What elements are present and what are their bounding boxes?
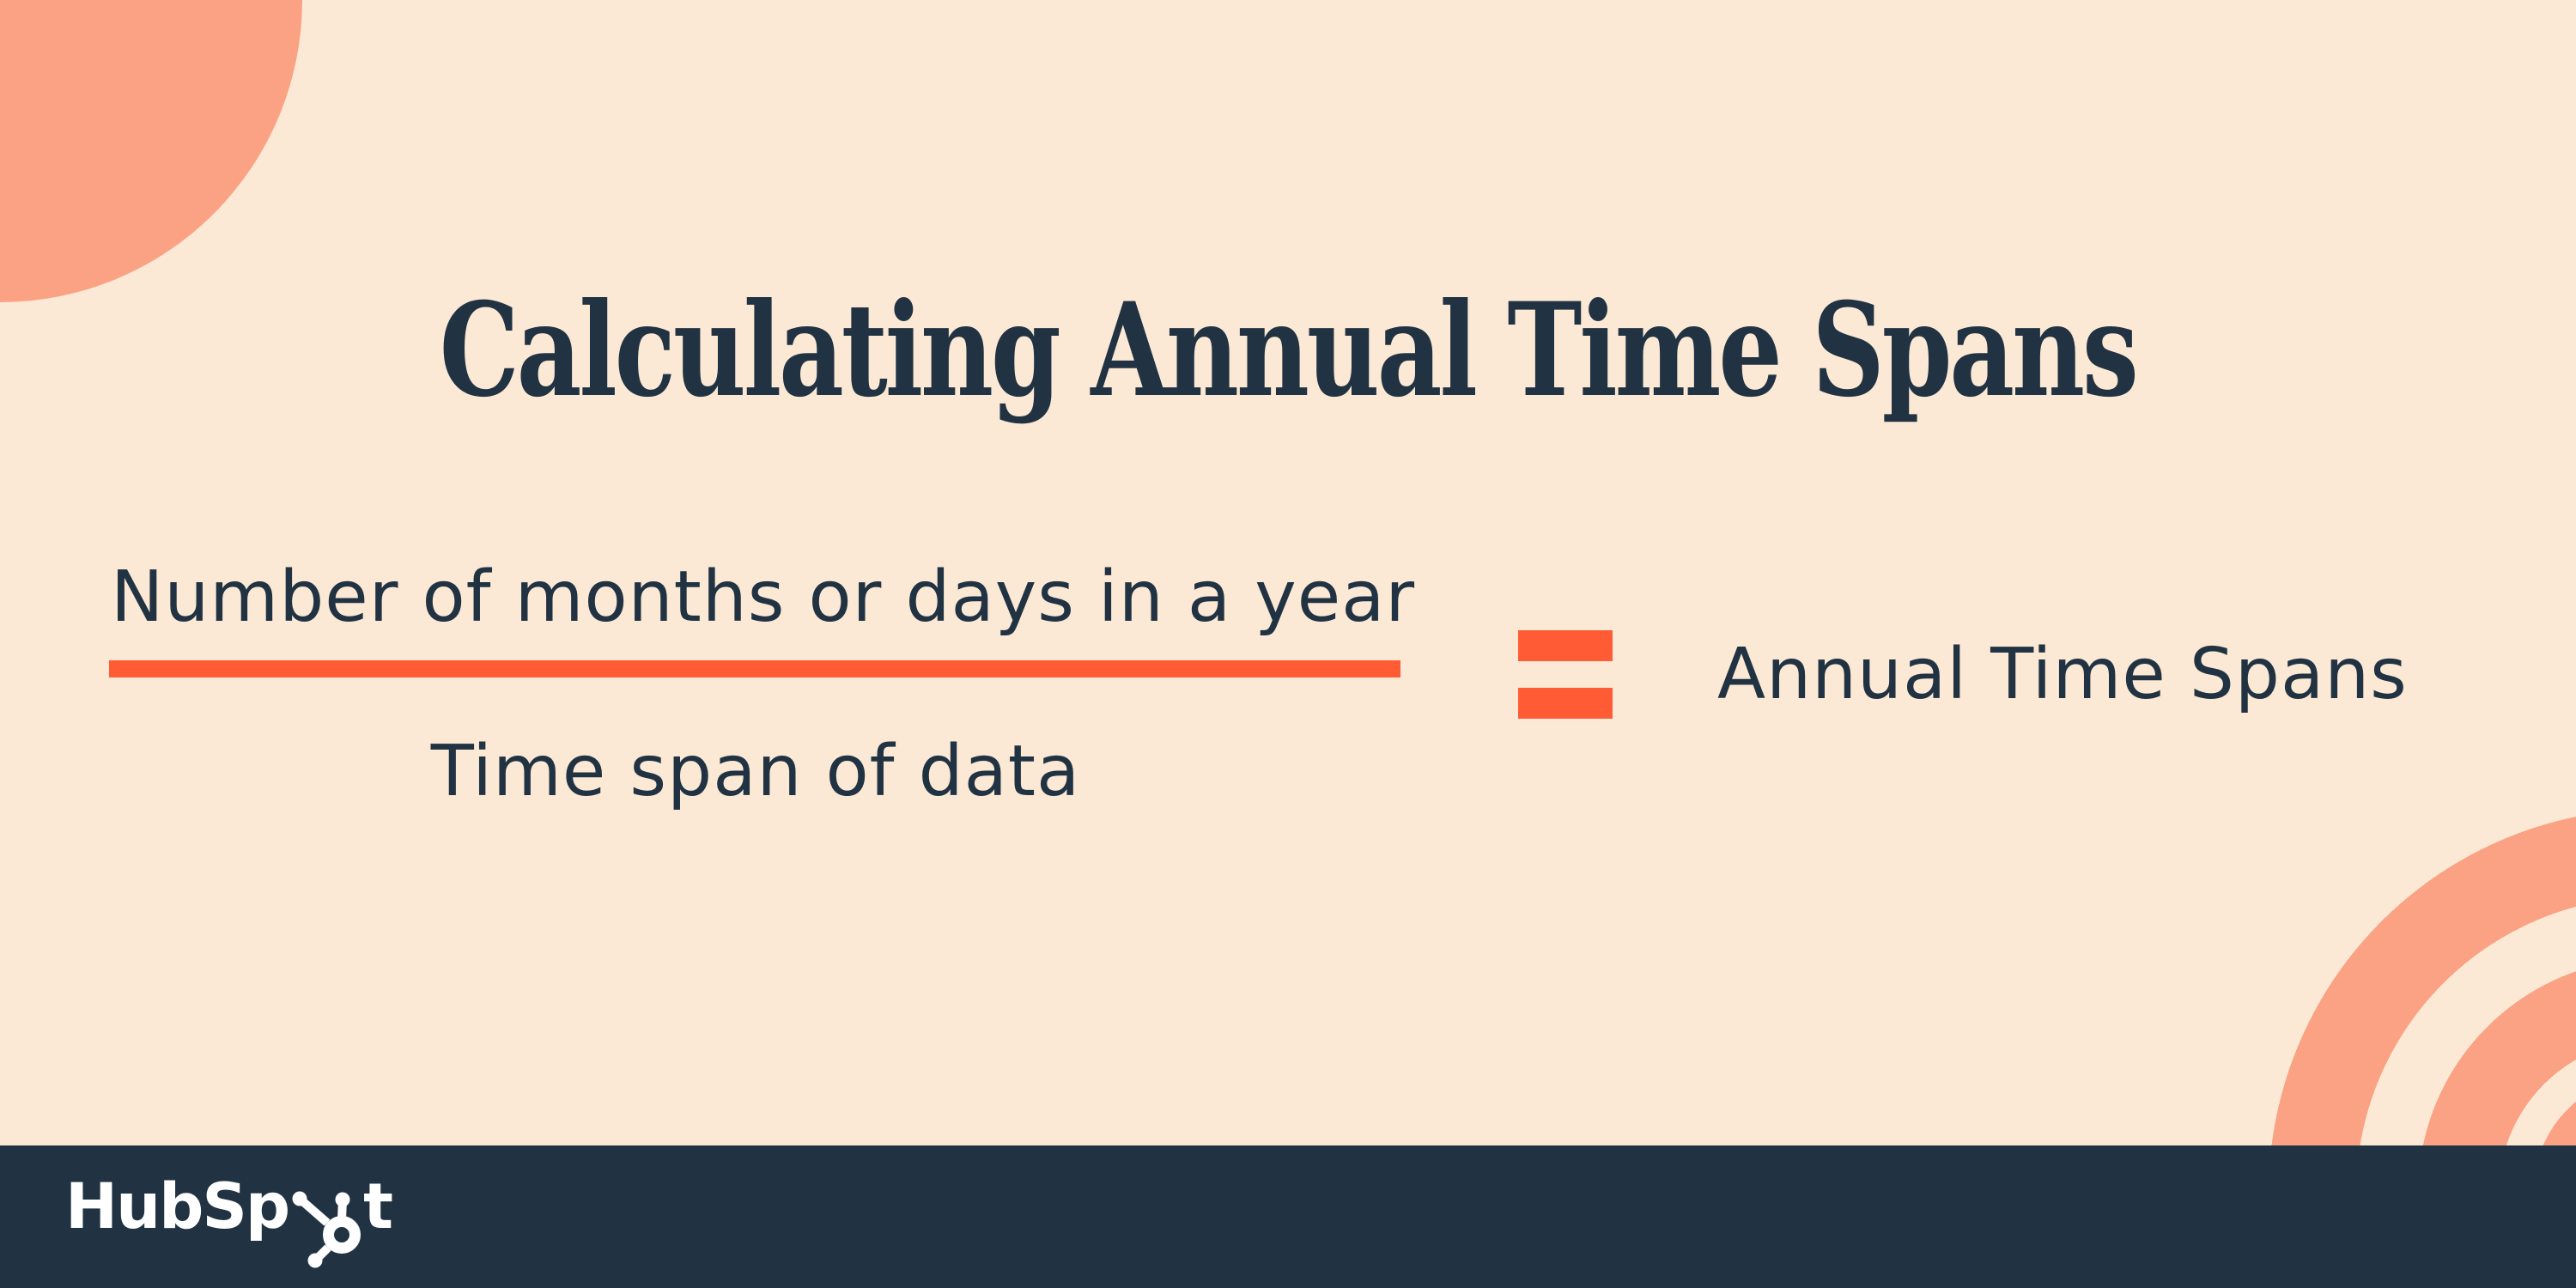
hubspot-logo: HubSp t [65,1164,393,1268]
page-title: Calculating Annual Time Spans [439,275,2139,426]
formula-denominator: Time span of data [430,731,1081,812]
quarter-circle-decoration [0,0,302,302]
equals-top-bar [1518,630,1613,661]
fraction-divider-bar [109,660,1400,677]
equals-sign [1518,630,1613,719]
formula-numerator: Number of months or days in a year [111,556,1416,638]
hubspot-sprocket-icon [292,1191,361,1268]
hubspot-logo-text-after: t [363,1170,393,1243]
footer-bar: HubSp t [0,1145,2576,1288]
formula-result: Annual Time Spans [1717,634,2408,715]
hubspot-logo-text-before: HubSp [65,1170,290,1243]
concentric-arcs-decoration [1975,0,2576,1145]
page-title-wrap: Calculating Annual Time Spans [0,273,2576,428]
equals-bottom-bar [1518,688,1613,719]
